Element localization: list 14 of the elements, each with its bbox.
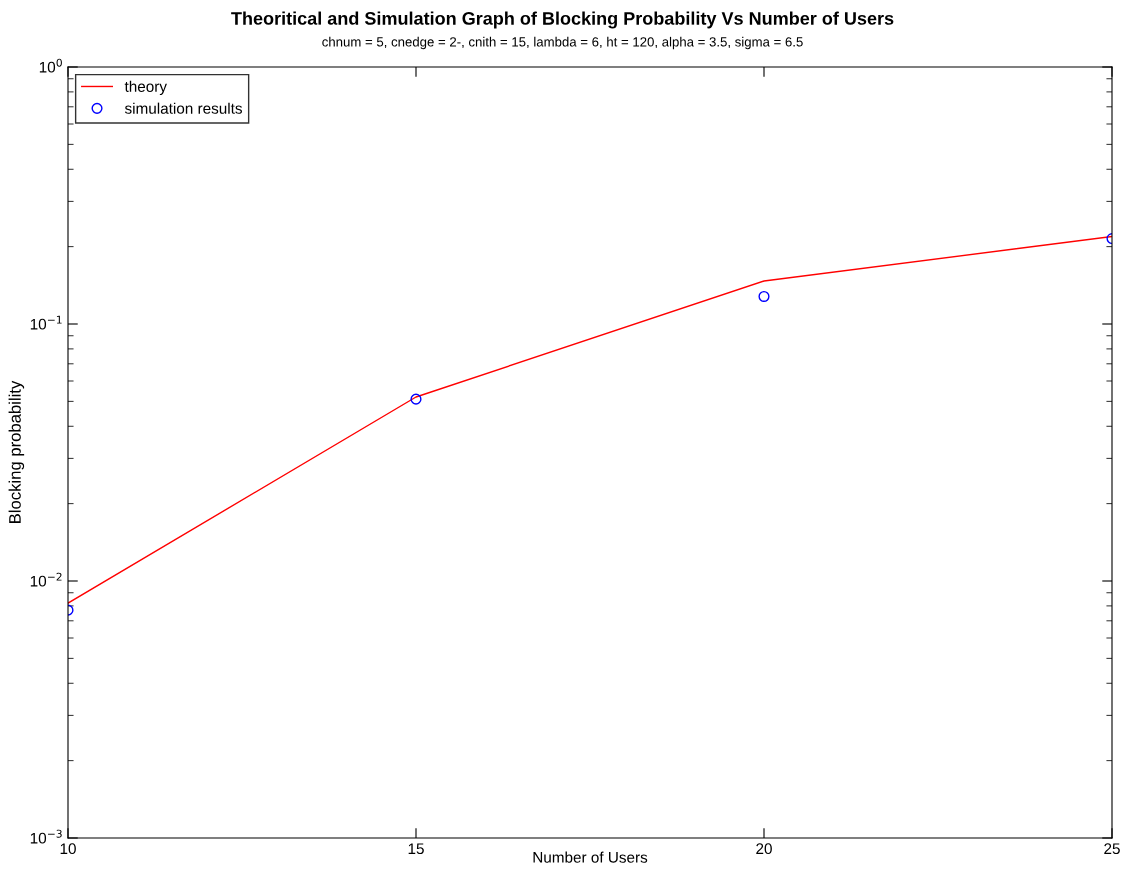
y-tick-label: 10$^{−1}$ (30, 315, 62, 330)
chart-subtitle: chnum = 5, cnedge = 2-, cnith = 15, lambda = 6, ht = 120, alpha = 3.5, sigma = 6.5 (322, 36, 803, 50)
y-tick-label: 10$^{−2}$ (30, 572, 62, 587)
x-tick-label: 20 (756, 843, 772, 855)
y-tick-label: 10$^{−3}$ (30, 829, 62, 844)
y-tick-label: 10$^{0}$ (39, 58, 62, 73)
legend-label: theory (124, 80, 167, 95)
x-tick-label: 25 (1104, 843, 1120, 855)
chart-title: Theoritical and Simulation Graph of Blocking Probability Vs Number of Users (231, 11, 894, 29)
legend-label: simulation results (124, 102, 242, 114)
y-axis-title: Blocking probability (8, 380, 25, 523)
x-tick-label: 15 (408, 843, 424, 855)
x-tick-label: 10 (60, 843, 76, 855)
x-axis-title: Number of Users (533, 851, 648, 863)
